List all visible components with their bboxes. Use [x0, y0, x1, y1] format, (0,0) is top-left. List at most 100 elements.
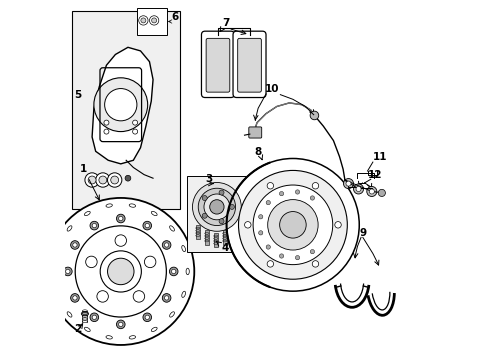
Circle shape — [96, 173, 110, 187]
Bar — [195, 225, 200, 239]
Circle shape — [116, 214, 125, 223]
Circle shape — [266, 183, 273, 189]
Circle shape — [295, 190, 299, 194]
Circle shape — [132, 120, 137, 125]
Circle shape — [309, 249, 314, 254]
Text: 11: 11 — [372, 152, 386, 162]
Circle shape — [238, 170, 346, 279]
Circle shape — [75, 226, 166, 317]
Circle shape — [164, 243, 168, 247]
Circle shape — [132, 129, 137, 134]
Ellipse shape — [52, 268, 55, 275]
Circle shape — [258, 231, 263, 235]
Circle shape — [99, 176, 106, 184]
Ellipse shape — [84, 211, 90, 216]
Circle shape — [203, 194, 229, 220]
Circle shape — [198, 188, 235, 226]
Circle shape — [202, 213, 207, 218]
Circle shape — [142, 313, 151, 321]
Circle shape — [133, 291, 144, 302]
Circle shape — [219, 190, 224, 195]
Circle shape — [110, 176, 119, 184]
Circle shape — [192, 183, 241, 231]
Text: 3: 3 — [204, 174, 212, 184]
Ellipse shape — [151, 327, 157, 332]
Ellipse shape — [56, 246, 60, 252]
Bar — [187, 176, 246, 252]
Circle shape — [169, 267, 178, 276]
FancyBboxPatch shape — [206, 39, 229, 92]
Circle shape — [253, 185, 332, 265]
Circle shape — [145, 315, 149, 319]
Circle shape — [368, 189, 373, 194]
Circle shape — [107, 258, 134, 285]
Circle shape — [73, 296, 77, 300]
Text: 7: 7 — [222, 18, 229, 28]
Circle shape — [92, 315, 96, 319]
Circle shape — [266, 261, 273, 267]
FancyBboxPatch shape — [248, 127, 261, 138]
Circle shape — [145, 224, 149, 228]
FancyBboxPatch shape — [201, 31, 234, 98]
Circle shape — [104, 120, 109, 125]
Circle shape — [279, 212, 305, 238]
Text: 6: 6 — [171, 12, 178, 22]
Circle shape — [115, 235, 126, 246]
Circle shape — [144, 256, 156, 267]
Bar — [137, 8, 167, 35]
Circle shape — [209, 200, 224, 214]
Circle shape — [107, 173, 122, 187]
Circle shape — [334, 222, 341, 228]
Circle shape — [265, 245, 270, 249]
Bar — [213, 233, 218, 247]
Circle shape — [151, 18, 156, 23]
Circle shape — [73, 243, 77, 247]
Circle shape — [88, 176, 96, 184]
Polygon shape — [92, 47, 153, 164]
Ellipse shape — [106, 336, 112, 339]
Circle shape — [119, 322, 122, 327]
Ellipse shape — [182, 246, 185, 252]
Circle shape — [162, 241, 171, 249]
Text: 8: 8 — [254, 147, 261, 157]
Circle shape — [92, 224, 96, 228]
Circle shape — [164, 296, 168, 300]
Text: 4: 4 — [216, 241, 228, 253]
Ellipse shape — [182, 291, 185, 297]
Circle shape — [104, 89, 137, 121]
Ellipse shape — [106, 204, 112, 207]
Circle shape — [47, 198, 194, 345]
Ellipse shape — [151, 211, 157, 216]
Circle shape — [312, 261, 318, 267]
Circle shape — [125, 175, 131, 181]
Text: 12: 12 — [367, 170, 382, 180]
Circle shape — [97, 291, 108, 302]
Circle shape — [309, 111, 318, 120]
Circle shape — [100, 251, 141, 292]
Text: 5: 5 — [74, 90, 81, 99]
Circle shape — [171, 269, 176, 274]
Text: 10: 10 — [265, 84, 279, 94]
Circle shape — [90, 221, 99, 230]
Circle shape — [279, 254, 283, 258]
Text: 9: 9 — [359, 228, 366, 238]
Ellipse shape — [169, 226, 174, 231]
Bar — [72, 12, 180, 209]
Circle shape — [85, 256, 97, 267]
Circle shape — [244, 222, 250, 228]
Circle shape — [116, 320, 125, 329]
Text: 1: 1 — [80, 164, 99, 200]
Circle shape — [162, 294, 171, 302]
Circle shape — [65, 269, 70, 274]
Circle shape — [267, 199, 318, 250]
Circle shape — [366, 186, 376, 197]
FancyBboxPatch shape — [233, 31, 265, 98]
Circle shape — [94, 78, 147, 132]
Ellipse shape — [185, 268, 189, 275]
Ellipse shape — [129, 336, 135, 339]
Circle shape — [355, 186, 360, 192]
Ellipse shape — [67, 226, 72, 231]
Circle shape — [149, 16, 159, 25]
Circle shape — [378, 189, 385, 197]
Circle shape — [90, 313, 99, 321]
